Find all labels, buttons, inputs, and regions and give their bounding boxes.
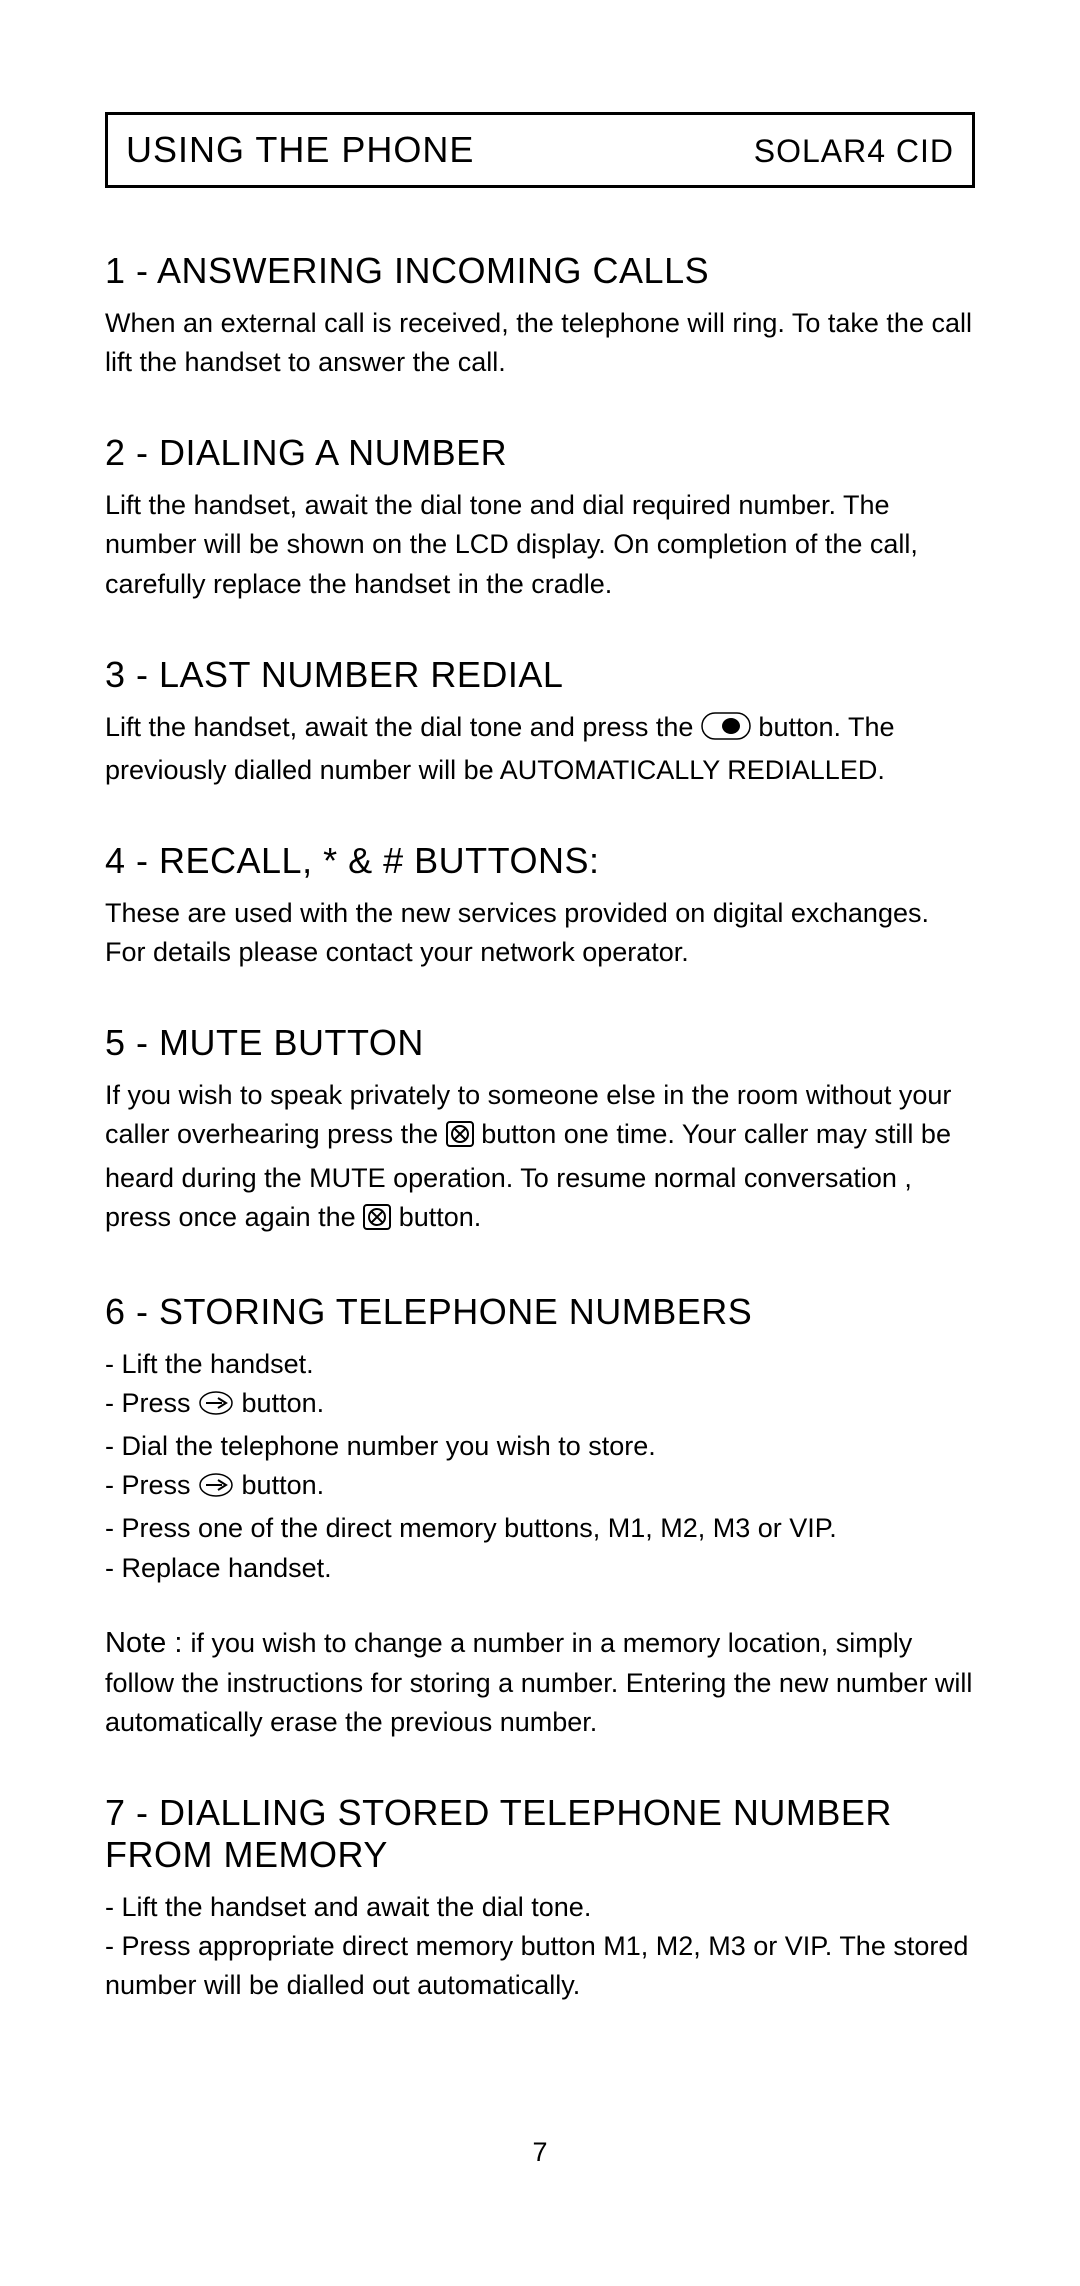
body-6: - Lift the handset. - Press button. - Di… <box>105 1345 975 1742</box>
s6-l1: - Lift the handset. <box>105 1345 975 1384</box>
mute-button-icon <box>446 1119 474 1158</box>
title-right: SOLAR4 CID <box>754 133 954 170</box>
s6-l2b: button. <box>242 1388 325 1418</box>
heading-5: 5 - MUTE BUTTON <box>105 1022 975 1064</box>
s6-note-lead: Note : <box>105 1627 190 1659</box>
heading-1: 1 - ANSWERING INCOMING CALLS <box>105 250 975 292</box>
heading-3: 3 - LAST NUMBER REDIAL <box>105 654 975 696</box>
store-button-icon-2 <box>198 1470 234 1509</box>
heading-7: 7 - DIALLING STORED TELEPHONE NUMBER FRO… <box>105 1792 975 1876</box>
s6-l6: - Replace handset. <box>105 1549 975 1588</box>
s6-note: Note : if you wish to change a number in… <box>105 1622 975 1742</box>
s6-note-body: if you wish to change a number in a memo… <box>105 1628 972 1737</box>
section-recall: 4 - RECALL, * & # BUTTONS: These are use… <box>105 840 975 972</box>
heading-2: 2 - DIALING A NUMBER <box>105 432 975 474</box>
section-dial-stored: 7 - DIALLING STORED TELEPHONE NUMBER FRO… <box>105 1792 975 2005</box>
s6-l3: - Dial the telephone number you wish to … <box>105 1427 975 1466</box>
store-button-icon <box>198 1388 234 1427</box>
s7-l2a: - Press appropriate direct memory button… <box>105 1931 839 1961</box>
section-dialing: 2 - DIALING A NUMBER Lift the handset, a… <box>105 432 975 603</box>
s7-l2: - Press appropriate direct memory button… <box>105 1927 975 2005</box>
body-1: When an external call is received, the t… <box>105 304 975 382</box>
redial-button-icon <box>701 712 751 751</box>
mute-button-icon-2 <box>363 1202 391 1241</box>
s6-l4b: button. <box>242 1470 325 1500</box>
section-mute: 5 - MUTE BUTTON If you wish to speak pri… <box>105 1022 975 1241</box>
body-4: These are used with the new services pro… <box>105 894 975 972</box>
body-5-c: button. <box>399 1202 482 1232</box>
body-3-pre: Lift the handset, await the dial tone an… <box>105 712 701 742</box>
body-3: Lift the handset, await the dial tone an… <box>105 708 975 790</box>
s6-l2: - Press button. <box>105 1384 975 1427</box>
body-7: - Lift the handset and await the dial to… <box>105 1888 975 2005</box>
heading-6: 6 - STORING TELEPHONE NUMBERS <box>105 1291 975 1333</box>
s6-l5: - Press one of the direct memory buttons… <box>105 1509 975 1548</box>
section-storing: 6 - STORING TELEPHONE NUMBERS - Lift the… <box>105 1291 975 1742</box>
title-left: USING THE PHONE <box>126 129 474 171</box>
section-answering: 1 - ANSWERING INCOMING CALLS When an ext… <box>105 250 975 382</box>
s7-l1: - Lift the handset and await the dial to… <box>105 1888 975 1927</box>
body-5: If you wish to speak privately to someon… <box>105 1076 975 1241</box>
section-redial: 3 - LAST NUMBER REDIAL Lift the handset,… <box>105 654 975 790</box>
heading-4: 4 - RECALL, * & # BUTTONS: <box>105 840 975 882</box>
body-2: Lift the handset, await the dial tone an… <box>105 486 975 603</box>
s6-l4a: - Press <box>105 1470 198 1500</box>
s6-l2a: - Press <box>105 1388 198 1418</box>
title-bar: USING THE PHONE SOLAR4 CID <box>105 112 975 188</box>
page-number: 7 <box>0 2137 1080 2168</box>
s6-l4: - Press button. <box>105 1466 975 1509</box>
